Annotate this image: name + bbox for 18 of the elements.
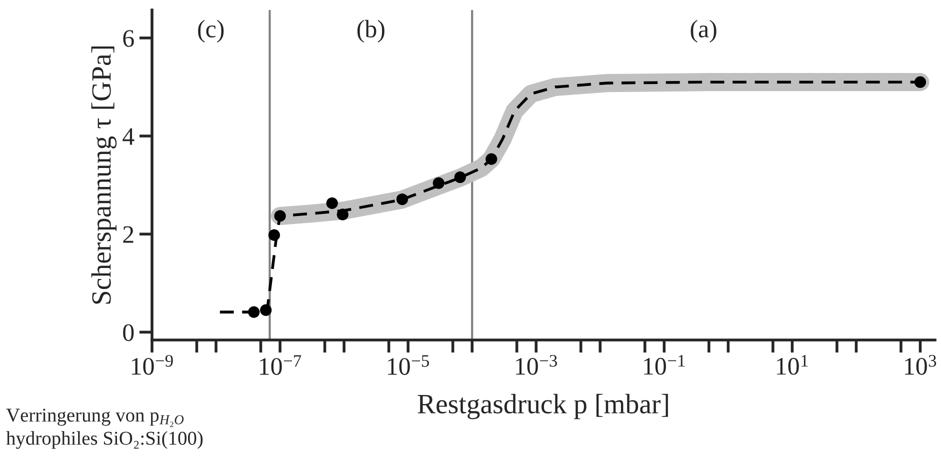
x-tick-label: 10$^{−9}$ (132, 354, 173, 375)
x-axis-title: Restgasdruck p [mbar] (418, 394, 668, 420)
x-tick-label: 10$^{−5}$ (388, 355, 429, 375)
text: Verringerung von p$_{H₂O}$ (6, 408, 184, 427)
x-tick-label: 10$^{−1}$ (644, 354, 685, 375)
x-tick-label: 10$^{−3}$ (516, 354, 558, 375)
y-tick-label: 0 (123, 324, 134, 342)
annotation: (a) (690, 20, 716, 43)
text: hydrophiles SiO₂:Si(100) (6, 431, 203, 449)
x-tick-label: 10$^{−7}$ (260, 355, 302, 375)
y-tick-label: 2 (123, 226, 134, 243)
annotation: (c) (198, 20, 224, 43)
annotation: (b) (357, 20, 384, 43)
x-tick-label: 10$^{3}$ (905, 354, 936, 375)
y-tick-label: 4 (122, 128, 134, 145)
x-tick-label: 10$^{1}$ (777, 354, 808, 375)
y-axis-title: Scherspannung τ [GPa] (91, 46, 117, 304)
y-tick-label: 6 (123, 30, 134, 47)
